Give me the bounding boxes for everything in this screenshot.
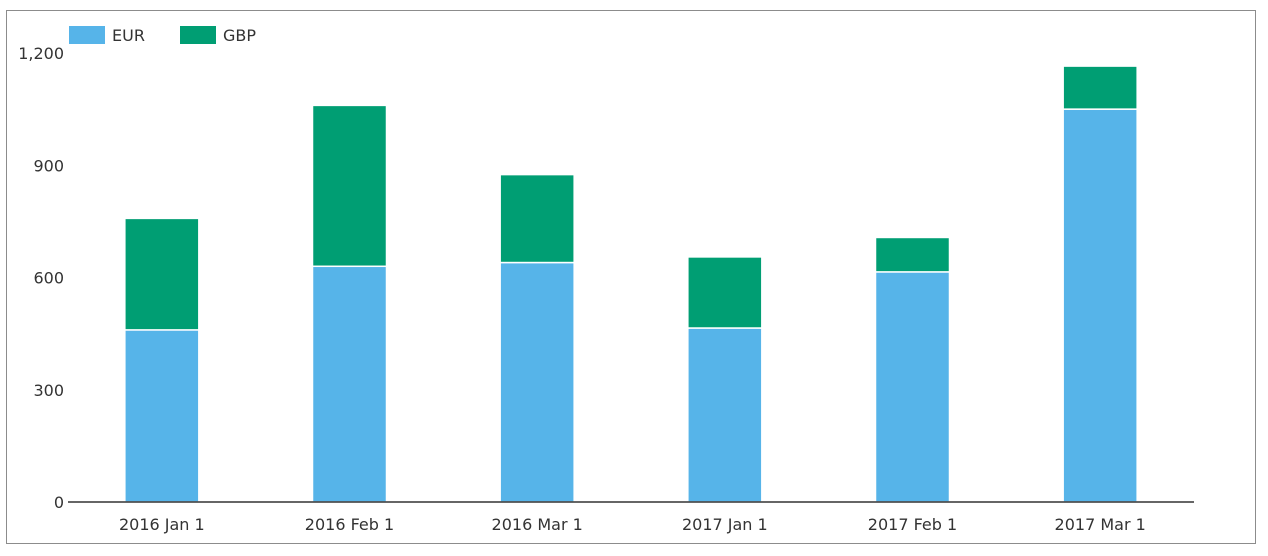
bar-gbp[interactable]: [874, 236, 951, 273]
y-tick-label: 900: [33, 156, 64, 175]
legend-label: GBP: [223, 26, 256, 45]
y-axis: 0 300 600 900 1,200: [18, 44, 64, 512]
legend-swatch: [69, 26, 105, 44]
x-tick-label: 2017 Mar 1: [1055, 515, 1146, 534]
y-tick-label: 0: [54, 493, 64, 512]
bars: [124, 65, 1138, 503]
chart-frame: [6, 10, 1256, 544]
x-tick-label: 2016 Mar 1: [492, 515, 583, 534]
bar-eur[interactable]: [687, 327, 763, 503]
bar-gbp[interactable]: [311, 104, 388, 268]
legend-label: EUR: [112, 26, 145, 45]
legend-item-gbp[interactable]: GBP: [180, 26, 256, 45]
bar-gbp[interactable]: [1062, 65, 1138, 110]
x-axis: 2016 Jan 1 2016 Feb 1 2016 Mar 1 2017 Jan 1…: [68, 501, 1194, 534]
legend-swatch: [180, 26, 216, 44]
legend-item-eur[interactable]: EUR: [69, 26, 145, 45]
x-tick-label: 2017 Feb 1: [868, 515, 957, 534]
bar-eur[interactable]: [499, 261, 575, 503]
x-tick-label: 2017 Jan 1: [682, 515, 768, 534]
y-tick-label: 1,200: [18, 44, 64, 63]
bar-eur[interactable]: [311, 265, 388, 503]
bar-eur[interactable]: [1062, 108, 1138, 503]
x-tick-label: 2016 Jan 1: [119, 515, 205, 534]
bar-eur[interactable]: [874, 271, 951, 503]
bar-gbp[interactable]: [687, 256, 763, 329]
bar-eur[interactable]: [124, 329, 200, 503]
y-tick-label: 600: [33, 269, 64, 288]
x-tick-label: 2016 Feb 1: [305, 515, 394, 534]
bar-gbp[interactable]: [499, 173, 575, 264]
y-tick-label: 300: [33, 381, 64, 400]
bar-gbp[interactable]: [124, 217, 200, 331]
legend: EUR GBP: [69, 26, 256, 45]
